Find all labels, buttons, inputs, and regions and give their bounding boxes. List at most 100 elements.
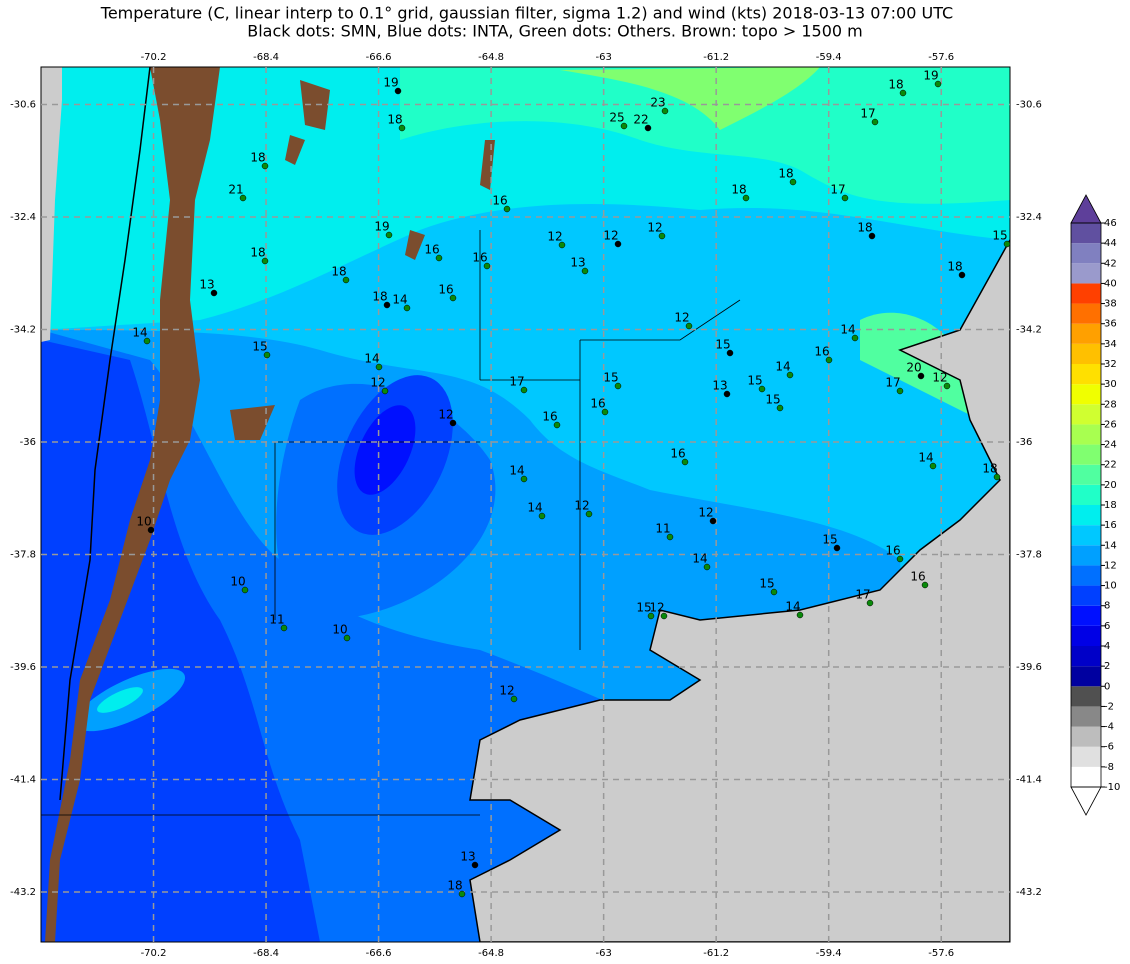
colorbar-segment <box>1071 505 1101 526</box>
y-tick-label-left: -32.4 <box>10 212 36 223</box>
colorbar-tick-label: 4 <box>1104 641 1110 652</box>
station-label: 14 <box>692 552 707 566</box>
station-dot <box>263 351 271 359</box>
colorbar-segment <box>1071 646 1101 667</box>
station-label: 18 <box>331 265 346 279</box>
station-dot <box>758 385 766 393</box>
station-label: 15 <box>759 577 774 591</box>
x-tick-label-top: -59.4 <box>816 52 842 63</box>
station-dot <box>403 304 411 312</box>
colorbar-segment <box>1071 343 1101 364</box>
colorbar-segment <box>1071 323 1101 344</box>
y-tick-label-left: -41.4 <box>10 775 36 786</box>
station-label: 14 <box>509 464 524 478</box>
colorbar-tick-label: 32 <box>1104 359 1117 370</box>
colorbar-over <box>1070 194 1102 224</box>
y-tick-label-left: -30.6 <box>10 100 36 111</box>
station-label: 11 <box>655 522 670 536</box>
station-label: 11 <box>269 613 284 627</box>
station-dot <box>742 194 750 202</box>
colorbar-segment <box>1071 384 1101 405</box>
colorbar-tick-label: -6 <box>1104 742 1114 753</box>
colorbar-tick-label: 44 <box>1104 238 1117 249</box>
colorbar-segment <box>1071 464 1101 485</box>
station-label: 15 <box>603 371 618 385</box>
y-tick-label-left: -34.2 <box>10 325 36 336</box>
colorbar-tick-label: 14 <box>1104 540 1117 551</box>
colorbar-tick-label: 10 <box>1104 581 1117 592</box>
station-label: 16 <box>814 345 829 359</box>
y-tick-label-right: -36 <box>1016 437 1032 448</box>
station-dot <box>394 87 402 95</box>
station-label: 12 <box>603 229 618 243</box>
station-label: 13 <box>712 379 727 393</box>
station-dot <box>685 322 693 330</box>
station-dot <box>620 122 628 130</box>
station-label: 15 <box>992 229 1007 243</box>
station-label: 18 <box>250 151 265 165</box>
station-dot <box>614 240 622 248</box>
subtitle: Black dots: SMN, Blue dots: INTA, Green … <box>247 22 863 41</box>
station-dot <box>581 267 589 275</box>
colorbar-segment <box>1071 283 1101 304</box>
colorbar-segment <box>1071 243 1101 264</box>
station-label: 14 <box>775 360 790 374</box>
station-label: 16 <box>492 194 507 208</box>
station-dot <box>709 517 717 525</box>
station-dot <box>383 301 391 309</box>
station-label: 15 <box>747 374 762 388</box>
station-dot <box>449 294 457 302</box>
topo-andes <box>45 67 220 942</box>
station-dot <box>343 634 351 642</box>
field-22-24 <box>560 67 820 130</box>
colorbar-tick-label: 38 <box>1104 299 1117 310</box>
colorbar-tick-label: 46 <box>1104 218 1117 229</box>
province-borders <box>41 230 741 816</box>
colorbar-tick-label: -4 <box>1104 722 1114 733</box>
station-label: 17 <box>855 588 870 602</box>
station-label: 18 <box>982 462 997 476</box>
y-tick-label-right: -30.6 <box>1016 100 1042 111</box>
station-dot <box>871 118 879 126</box>
station-dot <box>601 408 609 416</box>
x-tick-label-top: -70.2 <box>141 52 167 63</box>
x-tick-label-bottom: -59.4 <box>816 948 842 959</box>
colorbar-tick-label: 40 <box>1104 278 1117 289</box>
station-dot <box>210 289 218 297</box>
colorbar-tick-label: 36 <box>1104 319 1117 330</box>
station-dot <box>261 257 269 265</box>
colorbar-segment <box>1071 545 1101 566</box>
colorbar-segment <box>1071 263 1101 284</box>
station-dot <box>796 611 804 619</box>
y-tick-label-left: -43.2 <box>10 887 36 898</box>
station-dot <box>510 695 518 703</box>
y-tick-label-right: -37.8 <box>1016 550 1042 561</box>
station-dot <box>917 372 925 380</box>
station-dot <box>143 337 151 345</box>
station-dot <box>458 890 466 898</box>
colorbar-segment <box>1071 364 1101 385</box>
station-dot <box>786 371 794 379</box>
station-label: 16 <box>670 447 685 461</box>
colorbar-segment <box>1071 585 1101 606</box>
station-dot <box>770 588 778 596</box>
colorbar-segment <box>1071 706 1101 727</box>
station-label: 18 <box>387 113 402 127</box>
station-label: 14 <box>527 501 542 515</box>
colorbar-tick-label: 24 <box>1104 440 1117 451</box>
station-dot <box>1003 240 1011 248</box>
station-label: 18 <box>731 183 746 197</box>
station-label: 18 <box>778 167 793 181</box>
national-border <box>59 67 151 801</box>
station-dot <box>934 80 942 88</box>
x-tick-label-top: -61.2 <box>703 52 729 63</box>
station-label: 20 <box>906 361 921 375</box>
station-dot <box>776 404 784 412</box>
colorbar-tick-label: 28 <box>1104 399 1117 410</box>
colorbar-under <box>1070 786 1102 816</box>
station-dot <box>726 349 734 357</box>
x-tick-label-bottom: -66.6 <box>366 948 392 959</box>
y-tick-label-right: -39.6 <box>1016 662 1042 673</box>
x-tick-label-top: -63 <box>595 52 611 63</box>
station-label: 17 <box>509 375 524 389</box>
